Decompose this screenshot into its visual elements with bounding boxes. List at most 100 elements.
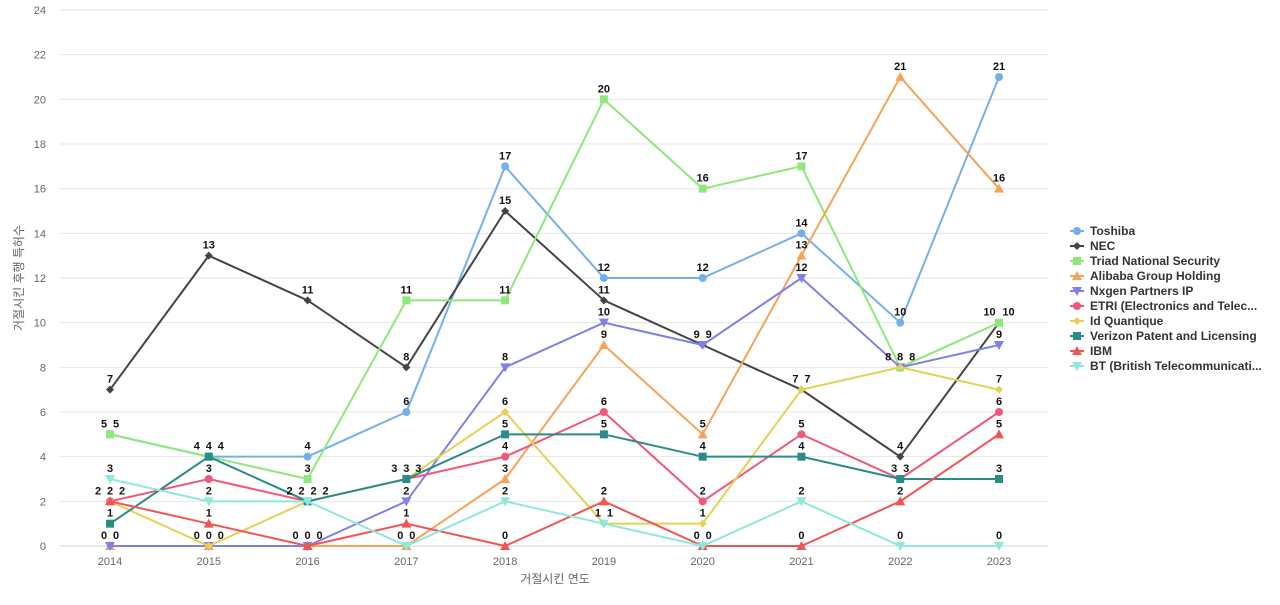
- data-point[interactable]: [796, 250, 807, 260]
- legend-marker[interactable]: [1073, 332, 1081, 340]
- data-point[interactable]: [203, 497, 214, 507]
- series-line[interactable]: [109, 366, 1000, 548]
- data-point[interactable]: [106, 519, 114, 528]
- data-point[interactable]: [896, 475, 905, 483]
- legend-marker[interactable]: [1072, 346, 1082, 355]
- legend-item[interactable]: Alibaba Group Holding: [1070, 269, 1221, 283]
- data-point[interactable]: [698, 184, 707, 193]
- series-line[interactable]: [109, 478, 999, 548]
- legend-item[interactable]: NEC: [1070, 239, 1116, 253]
- data-point[interactable]: [698, 519, 707, 528]
- data-point[interactable]: [105, 496, 115, 506]
- data-point[interactable]: [302, 541, 313, 550]
- data-point[interactable]: [599, 296, 608, 305]
- data-point[interactable]: [797, 162, 806, 171]
- data-point[interactable]: [303, 296, 312, 305]
- data-point[interactable]: [598, 496, 609, 506]
- data-point[interactable]: [797, 229, 806, 238]
- data-point[interactable]: [995, 385, 1003, 394]
- data-point[interactable]: [994, 429, 1004, 439]
- data-point[interactable]: [402, 363, 411, 372]
- data-point[interactable]: [994, 183, 1004, 193]
- legend-marker[interactable]: [1072, 362, 1082, 371]
- data-point[interactable]: [105, 475, 115, 484]
- data-point[interactable]: [698, 274, 707, 282]
- data-point[interactable]: [401, 518, 412, 528]
- data-point[interactable]: [698, 452, 707, 461]
- legend-item[interactable]: IBM: [1070, 344, 1112, 358]
- data-point[interactable]: [500, 474, 511, 483]
- data-point[interactable]: [500, 497, 511, 507]
- data-point[interactable]: [501, 408, 510, 416]
- series-line[interactable]: [109, 97, 1000, 481]
- legend-marker[interactable]: [1073, 317, 1081, 325]
- data-point[interactable]: [402, 296, 411, 305]
- data-point[interactable]: [896, 452, 905, 461]
- legend-item[interactable]: Verizon Patent and Licensing: [1070, 329, 1257, 343]
- data-point[interactable]: [797, 430, 806, 439]
- data-point[interactable]: [995, 73, 1003, 81]
- data-point[interactable]: [500, 541, 511, 550]
- data-point[interactable]: [501, 452, 510, 461]
- data-point[interactable]: [402, 408, 411, 416]
- legend-item[interactable]: Nxgen Partners IP: [1070, 284, 1193, 298]
- legend-marker[interactable]: [1073, 227, 1081, 235]
- legend-marker[interactable]: [1072, 287, 1082, 296]
- legend-item[interactable]: Id Quantique: [1070, 314, 1164, 328]
- data-point[interactable]: [796, 274, 807, 283]
- data-point[interactable]: [501, 162, 510, 171]
- data-point[interactable]: [501, 207, 510, 215]
- legend-item[interactable]: Toshiba: [1070, 224, 1135, 238]
- data-point[interactable]: [501, 296, 510, 305]
- data-point[interactable]: [995, 475, 1003, 483]
- series-line[interactable]: [109, 433, 999, 525]
- data-point[interactable]: [598, 318, 609, 328]
- legend-marker[interactable]: [1073, 302, 1081, 310]
- data-point[interactable]: [895, 496, 906, 506]
- data-point[interactable]: [994, 542, 1004, 551]
- data-point[interactable]: [401, 497, 412, 507]
- data-point[interactable]: [598, 519, 609, 529]
- series-line[interactable]: [110, 75, 1000, 547]
- data-point[interactable]: [796, 541, 807, 550]
- data-point[interactable]: [303, 452, 312, 461]
- data-point[interactable]: [303, 475, 312, 483]
- data-point[interactable]: [995, 318, 1003, 327]
- data-point[interactable]: [203, 518, 214, 528]
- series-line[interactable]: [109, 433, 1000, 548]
- legend-marker[interactable]: [1073, 257, 1081, 265]
- data-point[interactable]: [105, 542, 115, 551]
- data-point[interactable]: [599, 430, 608, 439]
- data-point[interactable]: [697, 429, 708, 439]
- data-point[interactable]: [895, 542, 906, 551]
- data-point[interactable]: [797, 452, 806, 461]
- data-point[interactable]: [302, 497, 313, 507]
- legend-marker[interactable]: [1072, 271, 1082, 280]
- series-line[interactable]: [109, 76, 1000, 458]
- data-point[interactable]: [599, 274, 608, 282]
- data-point[interactable]: [599, 408, 608, 416]
- data-point[interactable]: [501, 430, 510, 439]
- data-point[interactable]: [797, 385, 806, 394]
- data-point[interactable]: [500, 363, 511, 373]
- legend-item[interactable]: BT (British Telecommunicati...: [1070, 359, 1262, 373]
- data-point[interactable]: [598, 340, 609, 349]
- legend-item[interactable]: Triad National Security: [1070, 254, 1220, 268]
- data-point[interactable]: [204, 542, 213, 550]
- data-point[interactable]: [698, 497, 707, 506]
- data-point[interactable]: [599, 95, 608, 104]
- legend-item[interactable]: ETRI (Electronics and Telec...: [1070, 299, 1257, 313]
- series-line[interactable]: [110, 276, 1000, 547]
- data-point[interactable]: [401, 542, 412, 551]
- data-point[interactable]: [204, 452, 213, 461]
- data-point[interactable]: [995, 408, 1003, 416]
- data-point[interactable]: [204, 475, 213, 483]
- data-point[interactable]: [204, 251, 213, 260]
- data-point[interactable]: [994, 341, 1004, 350]
- series-line[interactable]: [109, 209, 1000, 459]
- data-point[interactable]: [796, 497, 807, 507]
- data-point[interactable]: [697, 542, 708, 551]
- data-point[interactable]: [896, 363, 905, 372]
- data-point[interactable]: [895, 72, 906, 81]
